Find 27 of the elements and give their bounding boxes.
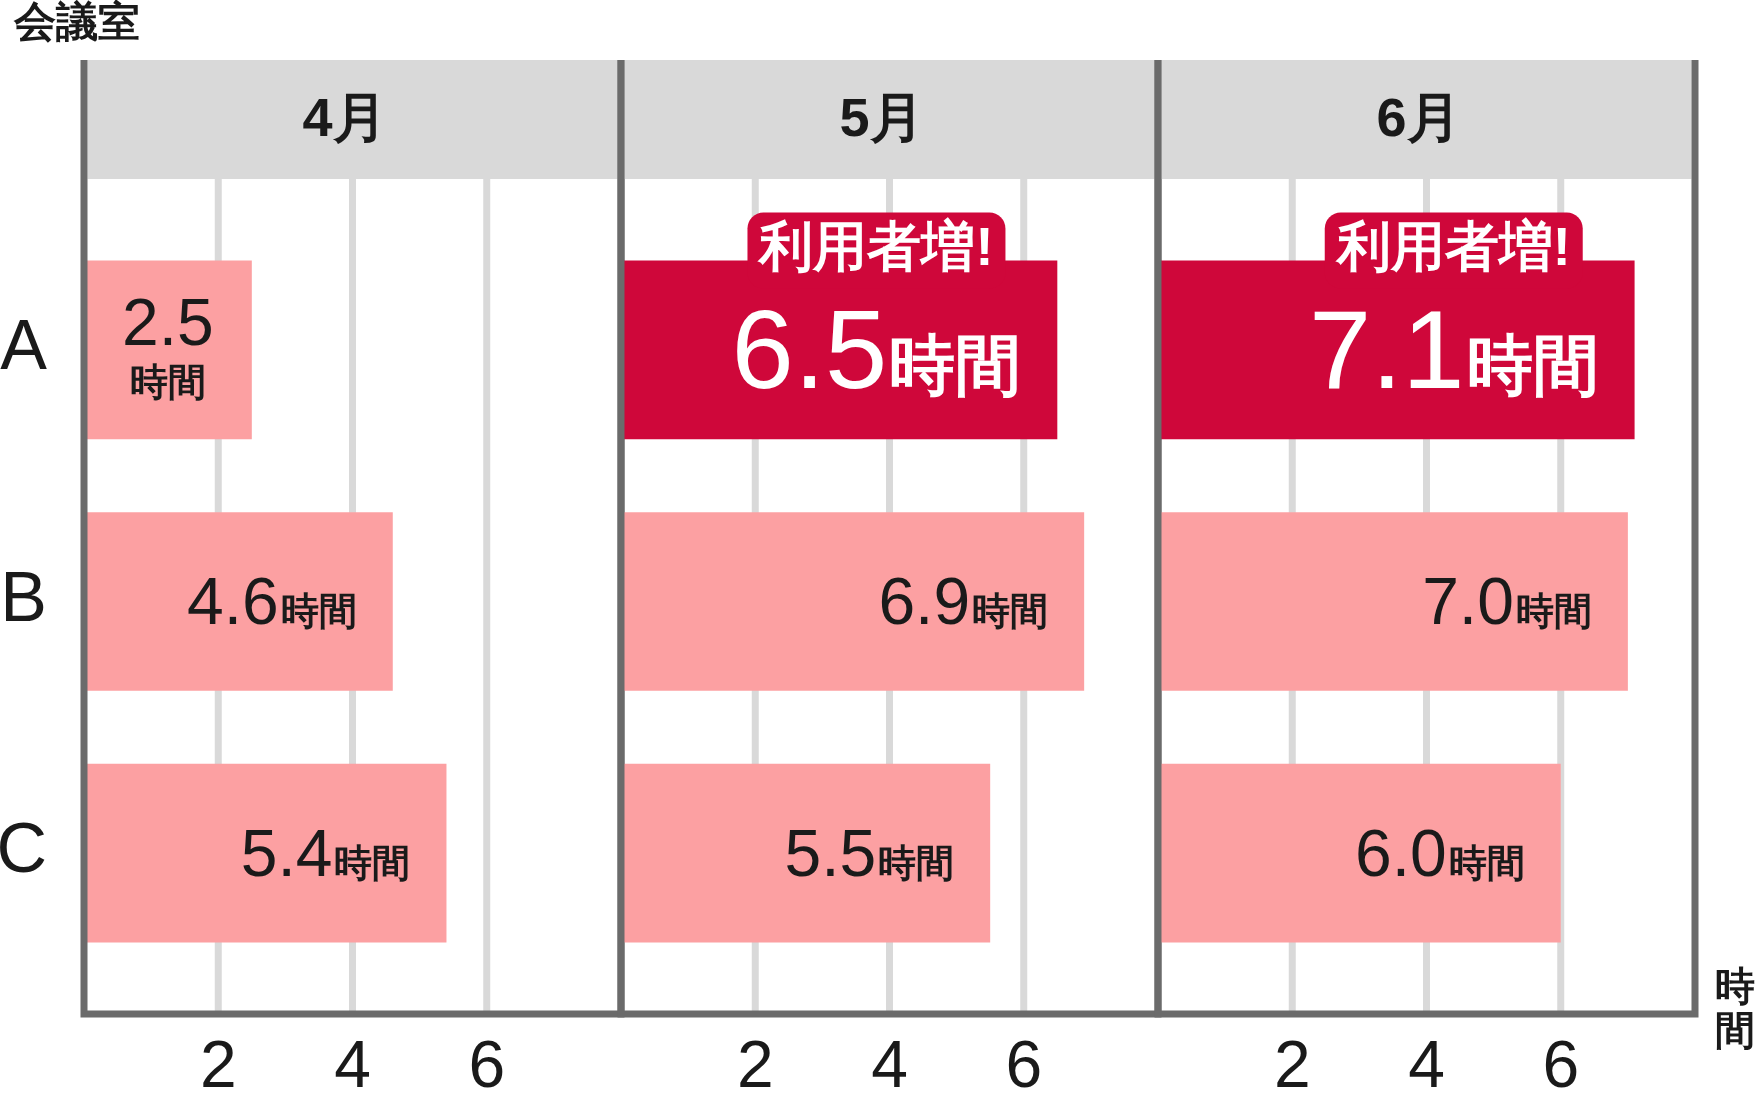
x-tick-label: 6 <box>468 1026 506 1098</box>
data-label: 5.4時間 <box>240 815 411 890</box>
data-label: 6.5時間 <box>731 286 1022 412</box>
x-tick-label: 4 <box>1408 1026 1445 1098</box>
data-label: 6.9時間 <box>878 563 1049 638</box>
chart-title: 4月 <box>302 87 387 148</box>
y-tick-label: B <box>0 557 47 636</box>
y-tick-label: A <box>0 306 48 385</box>
x-tick-label: 2 <box>736 1026 774 1098</box>
annotation: 利用者増! <box>1334 216 1571 277</box>
chart-title: 6月 <box>1376 87 1461 148</box>
x-tick-label: 2 <box>199 1026 237 1098</box>
chart-title: 5月 <box>839 87 924 148</box>
annotation: 利用者増! <box>757 216 994 277</box>
data-label: 6.0時間 <box>1355 815 1525 890</box>
x-tick-label: 2 <box>1273 1026 1311 1098</box>
data-label: 5.5時間 <box>784 815 955 890</box>
data-label: 7.1時間 <box>1308 286 1599 412</box>
data-label: 7.0時間 <box>1422 563 1592 638</box>
data-label: 2.5時間 <box>122 284 214 404</box>
y-tick-label: C <box>0 809 47 888</box>
x-tick-label: 6 <box>1542 1026 1580 1098</box>
x-axis-title: 時間 <box>1715 964 1755 1053</box>
x-tick-label: 4 <box>871 1026 908 1098</box>
x-tick-label: 4 <box>334 1026 371 1098</box>
data-label: 4.6時間 <box>187 563 357 638</box>
x-tick-label: 6 <box>1005 1026 1043 1098</box>
